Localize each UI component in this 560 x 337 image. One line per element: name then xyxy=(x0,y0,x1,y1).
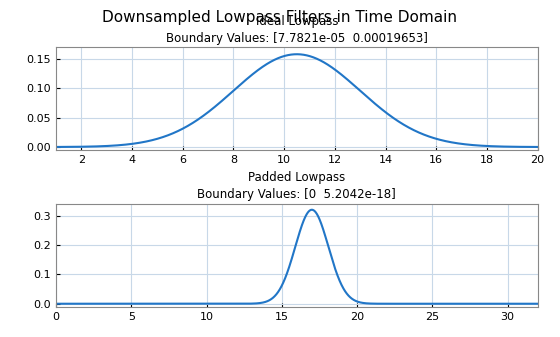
Title: Ideal Lowpass
Boundary Values: [7.7821e-05  0.00019653]: Ideal Lowpass Boundary Values: [7.7821e-… xyxy=(166,14,428,44)
Text: Downsampled Lowpass Filters in Time Domain: Downsampled Lowpass Filters in Time Doma… xyxy=(102,10,458,25)
Title: Padded Lowpass
Boundary Values: [0  5.2042e-18]: Padded Lowpass Boundary Values: [0 5.204… xyxy=(198,171,396,201)
